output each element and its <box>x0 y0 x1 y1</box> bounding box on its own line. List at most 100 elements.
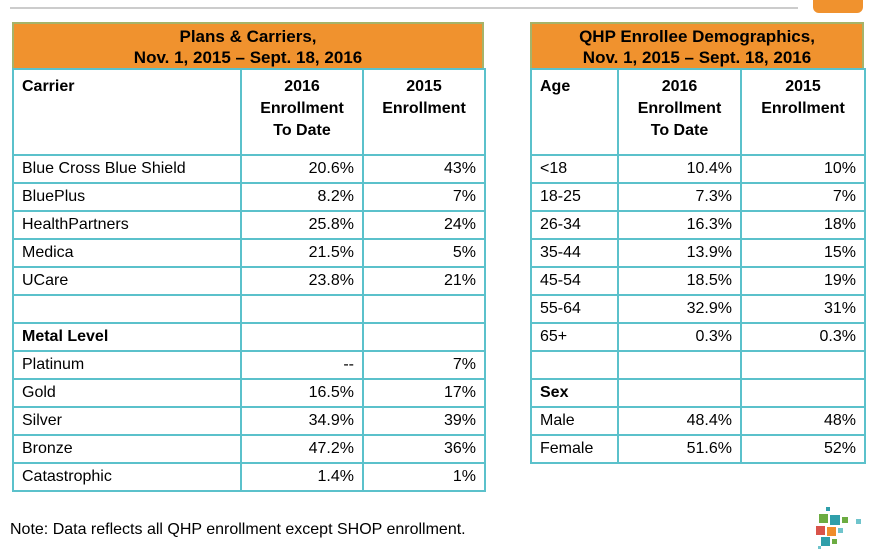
value-cell: 48% <box>740 406 866 436</box>
qhp-demographics-table: QHP Enrollee Demographics, Nov. 1, 2015 … <box>530 22 866 464</box>
table-row: Male 48.4% 48% <box>530 406 866 436</box>
row-label-cell: Male <box>530 406 619 436</box>
table-row: Blue Cross Blue Shield 20.6% 43% <box>12 154 486 184</box>
logo-square <box>818 546 821 549</box>
top-divider-line <box>10 7 798 9</box>
column-header-2016-enrollment: 2016 Enrollment To Date <box>240 68 364 156</box>
plans-carriers-title-banner: Plans & Carriers, Nov. 1, 2015 – Sept. 1… <box>12 22 484 68</box>
table-row: Female 51.6% 52% <box>530 434 866 464</box>
value-cell: 7% <box>362 350 486 380</box>
row-label-cell: Medica <box>12 238 242 268</box>
logo-square <box>838 528 843 533</box>
row-label-cell: <18 <box>530 154 619 184</box>
qhp-demographics-grid: Age 2016 Enrollment To Date 2015 Enrollm… <box>530 68 866 464</box>
mnsure-pixel-logo-icon <box>813 505 869 550</box>
table-row: UCare 23.8% 21% <box>12 266 486 296</box>
table-row: HealthPartners 25.8% 24% <box>12 210 486 240</box>
row-label-cell: Catastrophic <box>12 462 242 492</box>
row-label-cell: Metal Level <box>12 322 242 352</box>
table-row: Metal Level <box>12 322 486 352</box>
value-cell: 0.3% <box>740 322 866 352</box>
logo-square <box>816 526 825 535</box>
logo-square <box>830 515 840 525</box>
value-cell: 18% <box>740 210 866 240</box>
value-cell: 16.5% <box>240 378 364 408</box>
value-cell: 21% <box>362 266 486 296</box>
value-cell: 18.5% <box>617 266 742 296</box>
value-cell: 5% <box>362 238 486 268</box>
row-label-cell: 26-34 <box>530 210 619 240</box>
column-header-2015-enrollment: 2015 Enrollment <box>362 68 486 156</box>
logo-square <box>821 537 830 546</box>
table-title-line2: Nov. 1, 2015 – Sept. 18, 2016 <box>582 48 812 67</box>
value-cell <box>740 378 866 408</box>
value-cell: 19% <box>740 266 866 296</box>
table-row <box>12 294 486 324</box>
value-cell: 1.4% <box>240 462 364 492</box>
value-cell <box>740 350 866 380</box>
table-title-line2: Nov. 1, 2015 – Sept. 18, 2016 <box>133 48 363 67</box>
orange-tab-shape <box>813 0 863 13</box>
footnote: Note: Data reflects all QHP enrollment e… <box>10 521 466 538</box>
value-cell: 23.8% <box>240 266 364 296</box>
table-row: Gold 16.5% 17% <box>12 378 486 408</box>
value-cell: 43% <box>362 154 486 184</box>
value-cell: 7.3% <box>617 182 742 212</box>
row-label-cell: HealthPartners <box>12 210 242 240</box>
table-row: Silver 34.9% 39% <box>12 406 486 436</box>
value-cell: 7% <box>740 182 866 212</box>
table-row: 55-64 32.9% 31% <box>530 294 866 324</box>
value-cell: 7% <box>362 182 486 212</box>
row-label-cell <box>530 350 619 380</box>
plans-carriers-grid: Carrier 2016 Enrollment To Date 2015 Enr… <box>12 68 486 492</box>
value-cell: 32.9% <box>617 294 742 324</box>
value-cell <box>362 294 486 324</box>
value-cell: 17% <box>362 378 486 408</box>
table-row: Sex <box>530 378 866 408</box>
value-cell: 13.9% <box>617 238 742 268</box>
value-cell: 39% <box>362 406 486 436</box>
table-title-line1: Plans & Carriers, <box>179 27 317 46</box>
logo-square <box>856 519 861 524</box>
column-header-carrier: Carrier <box>12 68 242 156</box>
row-label-cell: BluePlus <box>12 182 242 212</box>
table-row: 18-25 7.3% 7% <box>530 182 866 212</box>
column-header-row: Age 2016 Enrollment To Date 2015 Enrollm… <box>530 68 866 156</box>
value-cell: 20.6% <box>240 154 364 184</box>
row-label-cell: Platinum <box>12 350 242 380</box>
logo-square <box>832 539 837 544</box>
logo-square <box>827 527 836 536</box>
column-header-2016-enrollment: 2016 Enrollment To Date <box>617 68 742 156</box>
column-header-2015-enrollment: 2015 Enrollment <box>740 68 866 156</box>
plans-carriers-table: Plans & Carriers, Nov. 1, 2015 – Sept. 1… <box>12 22 486 492</box>
table-row: 35-44 13.9% 15% <box>530 238 866 268</box>
table-row: 45-54 18.5% 19% <box>530 266 866 296</box>
row-label-cell: Silver <box>12 406 242 436</box>
value-cell: 52% <box>740 434 866 464</box>
table-title-line1: QHP Enrollee Demographics, <box>579 27 815 46</box>
table-row: Bronze 47.2% 36% <box>12 434 486 464</box>
table-row: 65+ 0.3% 0.3% <box>530 322 866 352</box>
logo-square <box>826 507 830 511</box>
value-cell: 0.3% <box>617 322 742 352</box>
value-cell: 10.4% <box>617 154 742 184</box>
value-cell: 1% <box>362 462 486 492</box>
value-cell: 24% <box>362 210 486 240</box>
value-cell: 51.6% <box>617 434 742 464</box>
value-cell: 48.4% <box>617 406 742 436</box>
row-label-cell: Female <box>530 434 619 464</box>
value-cell <box>617 378 742 408</box>
row-label-cell: Blue Cross Blue Shield <box>12 154 242 184</box>
table-row: BluePlus 8.2% 7% <box>12 182 486 212</box>
value-cell: 21.5% <box>240 238 364 268</box>
table-row <box>530 350 866 380</box>
value-cell <box>240 322 364 352</box>
value-cell <box>617 350 742 380</box>
table-row: Platinum -- 7% <box>12 350 486 380</box>
value-cell: 25.8% <box>240 210 364 240</box>
row-label-cell: Sex <box>530 378 619 408</box>
value-cell: 8.2% <box>240 182 364 212</box>
logo-square <box>819 514 828 523</box>
table-row: Catastrophic 1.4% 1% <box>12 462 486 492</box>
row-label-cell: 55-64 <box>530 294 619 324</box>
